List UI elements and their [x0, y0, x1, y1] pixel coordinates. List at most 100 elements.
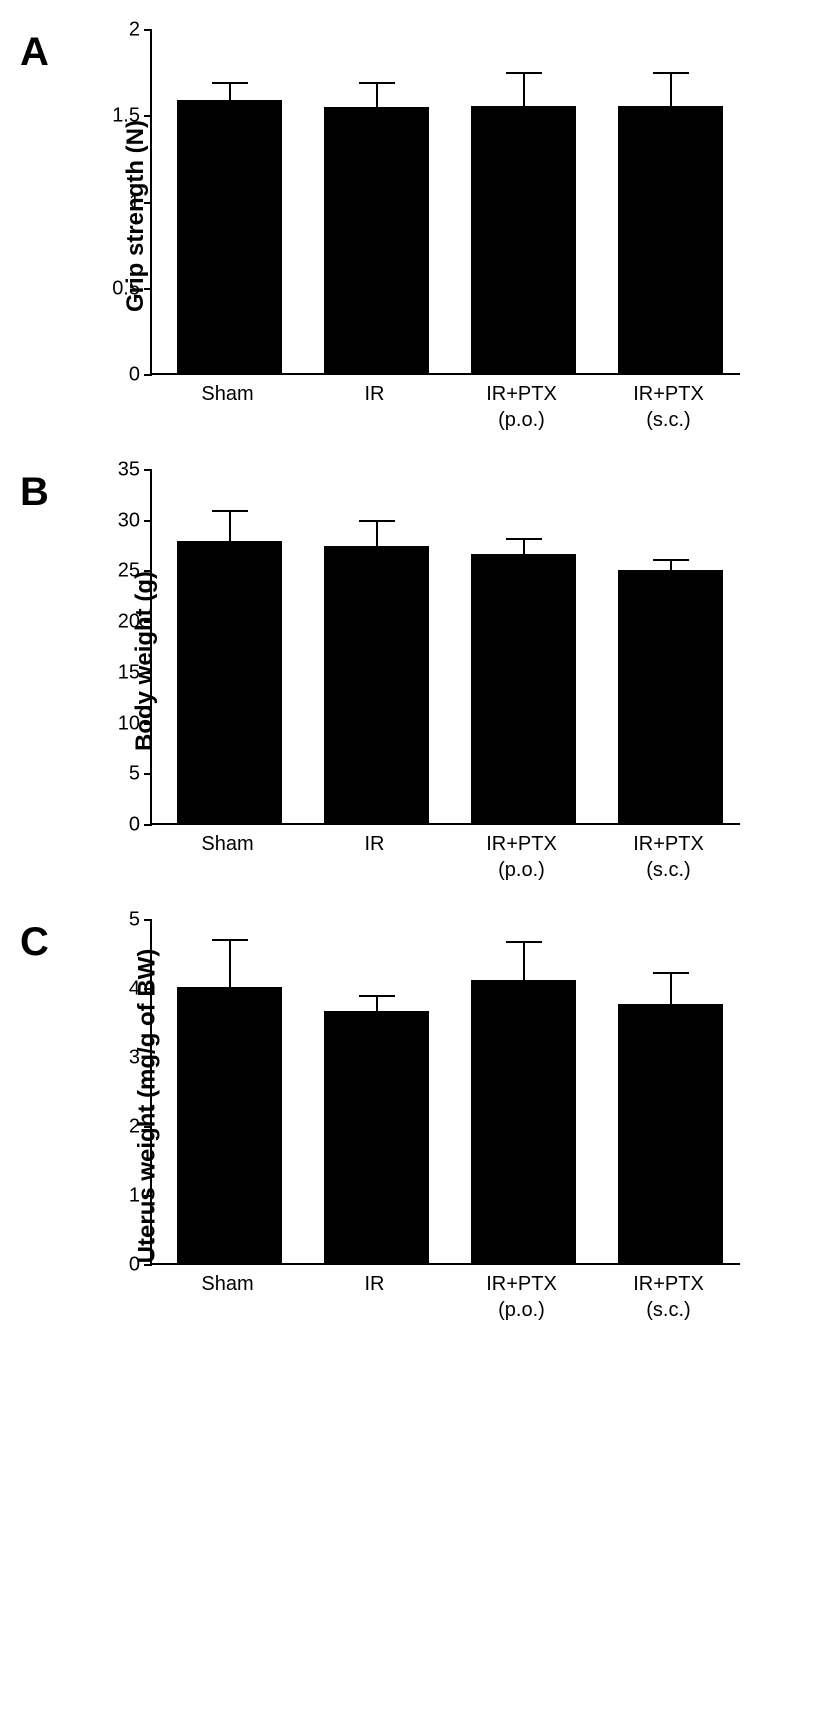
error-bar-stem — [229, 83, 231, 100]
plot-area: 00.511.52 — [150, 30, 740, 375]
x-tick-label-line: (p.o.) — [486, 1297, 557, 1323]
chart-wrap: Uterus weight (mg/g of BW)012345ShamIRIR… — [150, 920, 807, 1340]
x-tick-label-line: IR+PTX — [633, 831, 704, 857]
y-tick-label: 1.5 — [112, 105, 140, 128]
y-tick-label: 0.5 — [112, 277, 140, 300]
y-tick — [144, 1126, 152, 1128]
y-tick-label: 3 — [129, 1047, 140, 1070]
panel-b: BBody weight (g)05101520253035ShamIRIR+P… — [20, 470, 807, 900]
x-tick-label: IR — [365, 381, 385, 407]
y-tick — [144, 29, 152, 31]
x-tick-label: IR+PTX(p.o.) — [486, 1271, 557, 1323]
x-tick-label: IR+PTX(s.c.) — [633, 1271, 704, 1323]
y-tick-label: 1 — [129, 1185, 140, 1208]
y-tick-label: 0 — [129, 814, 140, 837]
y-tick-label: 35 — [118, 459, 140, 482]
bar — [177, 987, 282, 1263]
bar — [324, 1011, 429, 1263]
error-bar-cap — [359, 995, 395, 997]
y-tick-label: 5 — [129, 909, 140, 932]
x-tick-label: IR+PTX(s.c.) — [633, 381, 704, 433]
y-tick-label: 10 — [118, 712, 140, 735]
x-tick-label: Sham — [201, 831, 253, 857]
plot-area: 05101520253035 — [150, 470, 740, 825]
error-bar-cap — [359, 520, 395, 522]
panel-label: C — [20, 920, 49, 965]
bar — [471, 106, 576, 373]
x-tick-label: IR+PTX(p.o.) — [486, 831, 557, 883]
error-bar-cap — [359, 82, 395, 84]
x-tick-label: Sham — [201, 381, 253, 407]
chart-wrap: Body weight (g)05101520253035ShamIRIR+PT… — [150, 470, 807, 900]
y-tick — [144, 570, 152, 572]
y-tick — [144, 1195, 152, 1197]
error-bar-cap — [506, 941, 542, 943]
bar — [618, 106, 723, 373]
y-tick-label: 20 — [118, 611, 140, 634]
x-tick-label: IR — [365, 831, 385, 857]
x-tick-label-line: IR — [365, 1271, 385, 1297]
y-tick — [144, 202, 152, 204]
panel-a: AGrip strength (N)00.511.52ShamIRIR+PTX(… — [20, 30, 807, 450]
x-tick-label-line: IR — [365, 381, 385, 407]
y-tick — [144, 621, 152, 623]
x-tick-label: IR+PTX(s.c.) — [633, 831, 704, 883]
y-tick — [144, 288, 152, 290]
bar — [177, 100, 282, 373]
y-tick-label: 5 — [129, 763, 140, 786]
error-bar-cap — [212, 939, 248, 941]
bar — [618, 1004, 723, 1263]
y-tick-label: 2 — [129, 1116, 140, 1139]
y-tick — [144, 919, 152, 921]
error-bar-cap — [212, 82, 248, 84]
bar — [471, 554, 576, 823]
error-bar-stem — [376, 83, 378, 107]
y-tick — [144, 1057, 152, 1059]
y-tick-label: 1 — [129, 191, 140, 214]
x-tick-label-line: IR+PTX — [486, 1271, 557, 1297]
bar — [618, 570, 723, 823]
panel-label: A — [20, 30, 49, 75]
error-bar-stem — [670, 73, 672, 106]
error-bar-cap — [506, 538, 542, 540]
error-bar-stem — [229, 511, 231, 541]
x-tick-label-line: (p.o.) — [486, 407, 557, 433]
x-tick-label-line: Sham — [201, 1271, 253, 1297]
error-bar-cap — [653, 972, 689, 974]
x-tick-label-line: IR+PTX — [633, 1271, 704, 1297]
error-bar-stem — [376, 996, 378, 1011]
x-tick-label-line: Sham — [201, 831, 253, 857]
panel-label: B — [20, 470, 49, 515]
bar — [177, 541, 282, 823]
y-tick — [144, 520, 152, 522]
x-labels: ShamIRIR+PTX(p.o.)IR+PTX(s.c.) — [150, 1265, 740, 1340]
x-tick-label-line: IR+PTX — [486, 831, 557, 857]
y-tick — [144, 723, 152, 725]
figure: AGrip strength (N)00.511.52ShamIRIR+PTX(… — [0, 0, 827, 1370]
bar — [324, 546, 429, 823]
error-bar-stem — [229, 940, 231, 987]
x-labels: ShamIRIR+PTX(p.o.)IR+PTX(s.c.) — [150, 825, 740, 900]
y-tick-label: 30 — [118, 509, 140, 532]
error-bar-cap — [506, 72, 542, 74]
error-bar-stem — [523, 942, 525, 980]
x-tick-label-line: (s.c.) — [633, 407, 704, 433]
y-tick-label: 0 — [129, 364, 140, 387]
error-bar-stem — [376, 521, 378, 546]
chart-wrap: Grip strength (N)00.511.52ShamIRIR+PTX(p… — [150, 30, 807, 450]
y-tick — [144, 988, 152, 990]
x-tick-label-line: IR — [365, 831, 385, 857]
error-bar-stem — [523, 539, 525, 554]
y-tick-label: 2 — [129, 19, 140, 42]
error-bar-cap — [653, 559, 689, 561]
y-tick — [144, 773, 152, 775]
y-tick — [144, 469, 152, 471]
x-tick-label-line: (p.o.) — [486, 857, 557, 883]
error-bar-cap — [653, 72, 689, 74]
x-tick-label-line: Sham — [201, 381, 253, 407]
error-bar-stem — [523, 73, 525, 106]
y-tick-label: 0 — [129, 1254, 140, 1277]
y-tick-label: 4 — [129, 978, 140, 1001]
error-bar-stem — [670, 560, 672, 570]
error-bar-cap — [212, 510, 248, 512]
